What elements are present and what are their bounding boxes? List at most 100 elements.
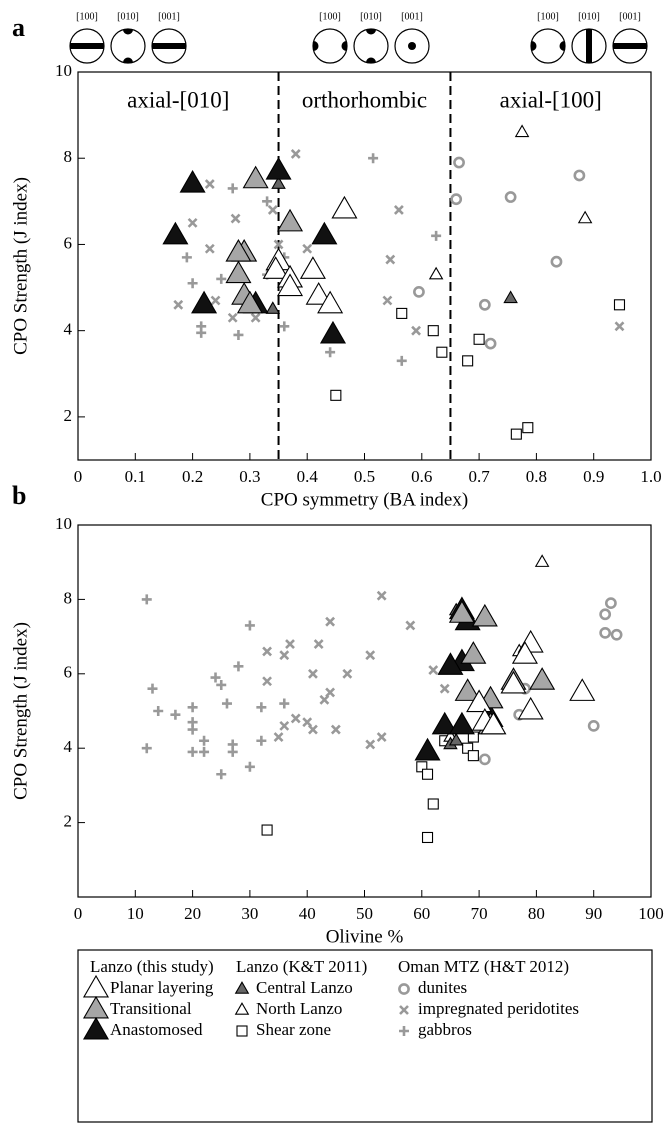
point-marker	[308, 668, 318, 679]
point-marker	[500, 670, 527, 694]
x-tick-label: 0.3	[239, 467, 260, 486]
legend-label: dunites	[418, 978, 467, 997]
point-marker	[227, 183, 238, 194]
point-marker	[273, 239, 284, 250]
x-tick-label: 0.2	[182, 467, 203, 486]
y-tick-label: 2	[64, 812, 73, 831]
point-marker	[141, 594, 152, 605]
pole-figure-label: [001]	[158, 11, 180, 22]
point-marker	[376, 590, 387, 601]
point-marker	[421, 831, 434, 844]
pole-figure-label: [001]	[401, 11, 423, 22]
point-marker	[448, 711, 475, 735]
point-marker	[325, 616, 336, 627]
y-tick-label: 8	[64, 588, 73, 607]
point-marker	[427, 325, 439, 337]
point-marker	[265, 157, 292, 180]
point-marker	[279, 720, 290, 731]
point-marker	[460, 641, 487, 664]
point-marker	[478, 753, 491, 766]
point-marker	[396, 307, 408, 319]
legend-label: Central Lanzo	[256, 978, 353, 997]
point-marker	[199, 735, 210, 746]
x-tick-label: 50	[356, 904, 373, 923]
legend-label: gabbros	[418, 1020, 472, 1039]
point-marker	[299, 256, 326, 279]
x-tick-label: 0.9	[583, 467, 604, 486]
legend-marker	[236, 1025, 248, 1037]
x-tick-label: 0	[74, 904, 83, 923]
point-marker	[153, 706, 164, 716]
point-marker	[325, 687, 336, 698]
point-marker	[471, 603, 498, 627]
panel-label: a	[12, 13, 25, 42]
point-marker	[484, 337, 497, 350]
point-marker	[256, 735, 267, 746]
point-marker	[179, 169, 206, 193]
point-marker	[227, 312, 238, 323]
point-marker	[225, 260, 252, 284]
point-marker	[271, 176, 286, 189]
point-marker	[204, 179, 215, 190]
point-marker	[414, 737, 441, 761]
point-marker	[431, 230, 442, 241]
point-marker	[517, 696, 544, 720]
point-marker	[577, 210, 593, 224]
pole-figure-max	[559, 41, 565, 51]
x-tick-label: 0	[74, 467, 83, 486]
point-marker	[170, 709, 181, 720]
point-marker	[411, 325, 421, 336]
point-marker	[342, 668, 353, 679]
pole-figure	[110, 28, 146, 64]
point-marker	[511, 641, 538, 664]
point-marker	[462, 355, 474, 367]
pole-figure-max	[313, 41, 319, 51]
legend-label: impregnated peridotites	[418, 999, 579, 1018]
pole-figure-label: [100]	[319, 11, 341, 22]
point-marker	[279, 650, 290, 661]
point-marker	[242, 165, 269, 189]
point-marker	[261, 824, 273, 836]
point-marker	[265, 301, 281, 314]
point-marker	[210, 672, 221, 683]
point-marker	[196, 321, 207, 332]
legend-group-title: Oman MTZ (H&T 2012)	[398, 957, 569, 976]
legend-label: Transitional	[110, 999, 192, 1018]
panel-label: b	[12, 481, 26, 510]
point-marker	[141, 743, 152, 754]
point-marker	[317, 290, 344, 314]
point-marker	[428, 665, 439, 675]
legend-marker	[398, 983, 410, 995]
legend-marker	[234, 981, 250, 994]
point-marker	[305, 282, 332, 305]
legend-label: Planar layering	[110, 978, 214, 997]
legend-marker	[399, 1026, 409, 1036]
point-marker	[504, 191, 517, 203]
point-marker	[262, 676, 273, 687]
point-marker	[393, 205, 404, 215]
x-tick-label: 0.5	[354, 467, 375, 486]
x-tick-label: 30	[241, 904, 258, 923]
x-axis-label: Olivine %	[326, 926, 404, 947]
point-marker	[503, 290, 518, 304]
point-marker	[233, 661, 244, 672]
point-marker	[480, 711, 507, 735]
point-marker	[368, 153, 379, 164]
point-marker	[510, 428, 522, 440]
y-tick-label: 6	[64, 233, 73, 252]
point-marker	[330, 389, 342, 401]
point-marker	[330, 724, 341, 735]
point-marker	[405, 620, 416, 631]
point-marker	[421, 768, 434, 780]
pole-figure-max	[408, 42, 416, 50]
point-marker	[187, 724, 198, 735]
x-tick-label: 100	[638, 904, 664, 923]
legend-marker	[399, 1005, 409, 1015]
point-marker	[236, 290, 263, 314]
pole-figure-max	[123, 29, 133, 35]
x-tick-label: 1.0	[640, 467, 661, 486]
point-marker	[448, 600, 475, 623]
point-marker	[604, 597, 617, 610]
legend-label: Shear zone	[256, 1020, 331, 1039]
